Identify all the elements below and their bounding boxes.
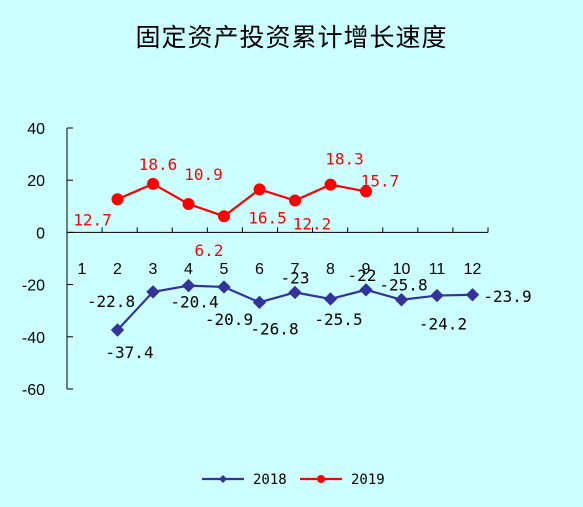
y-tick-label: -20 <box>22 278 45 295</box>
legend-2018-label: 2018 <box>253 472 287 488</box>
series-2019-point <box>289 194 301 207</box>
series-2019-data-label: 18.6 <box>139 155 178 174</box>
series-2018-point <box>394 293 409 307</box>
x-tick-label: 7 <box>291 261 300 278</box>
x-tick-label: 2 <box>113 261 122 278</box>
series-2018-point <box>288 285 302 300</box>
series-2018-point <box>430 288 444 303</box>
x-tick-label: 4 <box>184 261 193 278</box>
series-2018-data-label: -22.8 <box>87 292 135 311</box>
series-2018-data-label: -20.4 <box>170 293 218 312</box>
series-2018-point <box>359 283 373 297</box>
series-2018-data-label: -23.9 <box>483 287 531 306</box>
series-2018-point <box>323 292 338 306</box>
series-2018-point <box>181 278 196 293</box>
series-2018-data-label: -26.8 <box>250 319 298 338</box>
series-2018-data-label: -23 <box>281 268 310 287</box>
series-2018-data-label: -20.9 <box>205 310 253 329</box>
series-2019-data-label: 10.9 <box>184 165 223 184</box>
series-2019-point <box>147 177 159 190</box>
y-tick-label: -40 <box>22 330 45 347</box>
series-2019-point <box>111 193 124 206</box>
series-2018-data-label: -24.2 <box>419 315 467 334</box>
series-2019-data-label: 16.5 <box>248 208 287 227</box>
series-2018-point <box>252 295 267 310</box>
series-2019-data-label: 15.7 <box>361 171 400 190</box>
x-tick-label: 5 <box>220 261 229 278</box>
series-2018-data-label: -25.8 <box>379 276 427 295</box>
legend-2019-label: 2019 <box>351 472 385 488</box>
series-2019-point <box>324 178 337 191</box>
y-tick-label: -60 <box>22 382 45 399</box>
series-2019-data-label: 6.2 <box>195 241 224 260</box>
series-2018-point <box>217 280 231 294</box>
series-2018-data-label: -22 <box>348 266 377 285</box>
series-2019-point <box>218 210 230 223</box>
legend-2019-marker <box>317 475 325 483</box>
series-2018-data-label: -37.4 <box>105 343 153 362</box>
legend-2018-marker <box>219 475 227 483</box>
series-2019-data-label: 12.7 <box>73 210 112 229</box>
series-2018-point <box>110 323 125 337</box>
y-tick-label: 20 <box>27 173 45 190</box>
x-tick-label: 10 <box>393 261 411 278</box>
y-tick-label: 40 <box>27 121 45 138</box>
x-tick-label: 1 <box>78 261 87 278</box>
x-tick-label: 8 <box>326 261 335 278</box>
series-2019-point <box>182 197 195 210</box>
series-2019-line <box>117 182 367 218</box>
x-tick-label: 12 <box>464 261 482 278</box>
series-2019-point <box>360 185 372 198</box>
series-2019-point <box>253 183 266 196</box>
series-2018-data-label: -25.5 <box>314 310 362 329</box>
x-tick-label: 9 <box>362 261 371 278</box>
y-tick-label: 0 <box>36 225 45 242</box>
chart-title: 固定资产投资累计增长速度 <box>135 23 448 52</box>
series-2019-data-label: 12.2 <box>293 215 332 234</box>
x-tick-label: 11 <box>429 261 446 278</box>
x-tick-label: 3 <box>149 261 158 278</box>
series-2018-point <box>146 285 160 299</box>
series-2018-point <box>465 288 480 302</box>
series-2019-data-label: 18.3 <box>325 150 364 169</box>
x-tick-label: 6 <box>255 261 264 278</box>
